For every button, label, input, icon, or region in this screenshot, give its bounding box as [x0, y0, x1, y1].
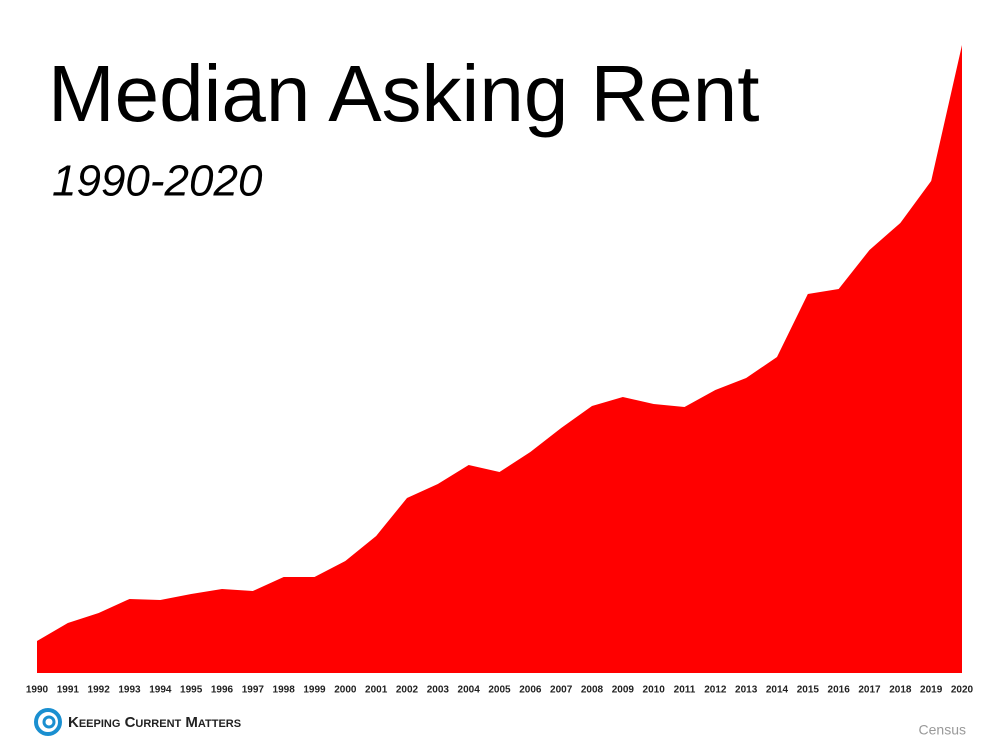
x-tick-label: 2010	[643, 685, 666, 696]
x-tick-label: 2014	[766, 685, 789, 696]
x-tick-label: 2020	[951, 685, 974, 696]
x-tick-label: 1992	[88, 685, 111, 696]
source: Census	[919, 722, 966, 738]
x-tick-label: 1990	[26, 685, 49, 696]
x-tick-label: 2003	[427, 685, 450, 696]
brand-name: Keeping Current Matters	[68, 714, 241, 731]
x-tick-label: 1999	[303, 685, 326, 696]
x-tick-label: 2004	[458, 685, 481, 696]
logo-icon	[34, 708, 62, 736]
x-tick-label: 1991	[57, 685, 80, 696]
area	[37, 45, 962, 673]
x-tick-label: 2013	[735, 685, 758, 696]
x-tick-label: 2011	[674, 685, 696, 696]
brand-logo: Keeping Current Matters	[34, 708, 241, 736]
x-tick-label: 2001	[365, 685, 388, 696]
x-tick-label: 1993	[118, 685, 141, 696]
x-tick-label: 2006	[519, 685, 542, 696]
x-tick-label: 2016	[828, 685, 851, 696]
x-tick-label: 1994	[149, 685, 172, 696]
x-tick-label: 2018	[889, 685, 912, 696]
x-tick-label: 2007	[550, 685, 573, 696]
logo-icon-inner	[42, 715, 56, 729]
x-tick-label: 2012	[704, 685, 727, 696]
x-tick-label: 2008	[581, 685, 604, 696]
x-tick-label: 1998	[273, 685, 296, 696]
x-tick-label: 2019	[920, 685, 943, 696]
chart-title: Median Asking Rent	[48, 49, 760, 138]
x-tick-label: 1995	[180, 685, 203, 696]
x-tick-label: 2015	[797, 685, 820, 696]
x-tick-label: 2017	[858, 685, 881, 696]
x-tick-label: 2009	[612, 685, 635, 696]
x-tick-label: 2000	[334, 685, 357, 696]
x-tick-label: 1996	[211, 685, 234, 696]
x-tick-label: 1997	[242, 685, 265, 696]
chart-subtitle: 1990-2020	[52, 157, 263, 206]
x-tick-label: 2002	[396, 685, 419, 696]
x-tick-label: 2005	[488, 685, 511, 696]
